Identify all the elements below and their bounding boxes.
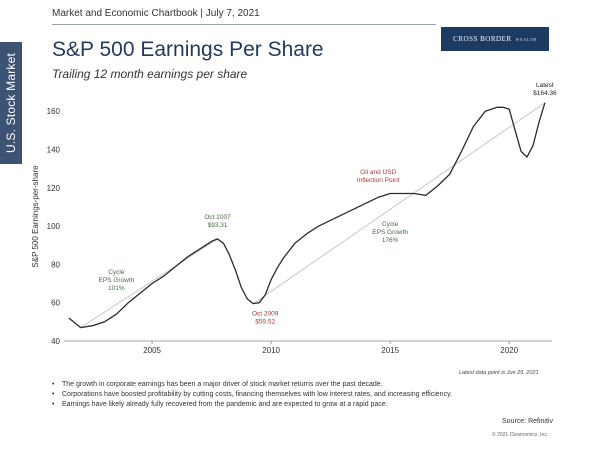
annotation-text: 176%: [382, 237, 399, 244]
header-divider: [52, 24, 436, 25]
y-axis-label: S&P 500 Earnings-per-share: [31, 165, 40, 268]
y-tick-label: 40: [51, 337, 60, 346]
brand-logo-sub: WEALTH: [515, 36, 537, 42]
latest-data-note: Latest data point is Jun 29, 2021: [459, 370, 539, 376]
annotation-text: Cycle: [382, 221, 399, 228]
annotation-text: EPS Growth: [372, 229, 408, 236]
annotation-text: $164.36: [533, 90, 557, 97]
eps-line: [68, 102, 546, 329]
trend-line: [80, 238, 218, 329]
y-tick-label: 140: [47, 145, 61, 154]
y-tick-label: 100: [47, 222, 61, 231]
brand-logo: CROSS BORDER WEALTH: [441, 27, 549, 51]
annotation: Oct 2009$59.52: [252, 311, 279, 326]
annotation-text: $59.52: [255, 319, 275, 326]
annotation-text: Oil and USD: [360, 169, 396, 176]
commentary-list: The growth in corporate earnings has bee…: [52, 380, 492, 410]
source-note: Source: Refinitiv: [502, 418, 553, 425]
copyright-note: © 2021 Clearnomics, Inc.: [492, 432, 549, 438]
annotation-text: Oct 2007: [204, 214, 231, 221]
annotation-text: Oct 2009: [252, 311, 279, 318]
y-tick-label: 60: [51, 299, 60, 308]
commentary-item: The growth in corporate earnings has bee…: [52, 380, 492, 389]
annotation-text: $93.31: [208, 222, 228, 229]
annotation: Latest$164.36: [533, 82, 557, 97]
commentary-item: Corporations have boosted profitability …: [52, 390, 492, 399]
y-tick-label: 160: [47, 107, 61, 116]
chart-axes: 40 60 80 100 120 140 160 2005 2010 2015 2020 S&P 50…: [31, 107, 552, 355]
trend-lines: [80, 102, 546, 329]
y-tick-label: 80: [51, 260, 60, 269]
annotation-text: Inflection Point: [357, 177, 400, 184]
brand-logo-main: CROSS BORDER: [453, 35, 512, 43]
annotation-text: EPS Growth: [98, 277, 134, 284]
commentary-item: Earnings have likely already fully recov…: [52, 400, 492, 409]
section-tab: U.S. Stock Market: [0, 42, 22, 164]
annotation-text: Latest: [536, 82, 554, 89]
y-tick-label: 120: [47, 184, 61, 193]
chart-title: S&P 500 Earnings Per Share: [52, 38, 324, 61]
x-tick-label: 2020: [500, 346, 518, 355]
trend-line: [252, 102, 546, 305]
x-tick-label: 2005: [143, 346, 161, 355]
chartbook-header: Market and Economic Chartbook | July 7, …: [52, 8, 260, 19]
chart-subtitle: Trailing 12 month earnings per share: [52, 67, 248, 81]
annotation: Oct 2007$93.31: [204, 214, 231, 229]
annotation-text: 101%: [108, 285, 125, 292]
eps-series: [68, 102, 546, 329]
x-tick-label: 2010: [262, 346, 280, 355]
x-tick-label: 2015: [381, 346, 399, 355]
annotation-text: Cycle: [108, 269, 125, 276]
